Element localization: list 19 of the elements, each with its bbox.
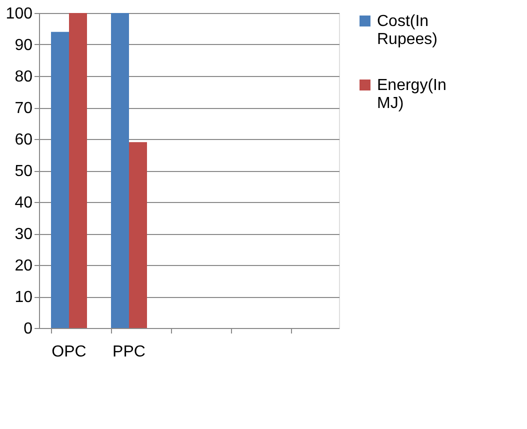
x-tick-label: PPC [112, 344, 146, 360]
y-tick-label: 20 [14, 258, 33, 274]
x-tick-label: OPC [52, 344, 86, 360]
y-tick-label: 100 [6, 6, 33, 22]
y-tick-label: 50 [14, 163, 33, 180]
y-tick-label: 10 [14, 289, 33, 306]
bar [69, 13, 87, 328]
bar [129, 142, 147, 328]
y-tick-label: 60 [14, 132, 33, 148]
legend-label: Energy(In MJ) [377, 77, 446, 112]
bar [51, 32, 69, 328]
y-tick-label: 90 [14, 37, 33, 54]
y-tick-label: 30 [14, 226, 33, 243]
y-tick-label: 80 [14, 68, 33, 86]
bar [111, 13, 129, 328]
y-tick-label: 70 [14, 100, 33, 117]
y-tick-label: 0 [24, 320, 33, 338]
y-tick-label: 40 [14, 194, 33, 212]
legend-label: Cost(In Rupees) [377, 13, 438, 48]
